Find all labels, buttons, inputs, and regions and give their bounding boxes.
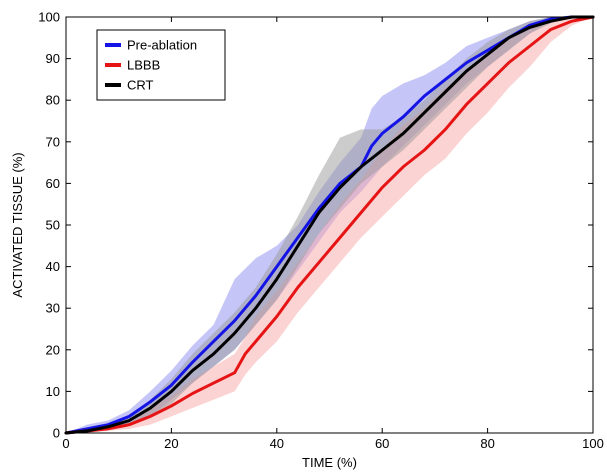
y-tick-label: 40: [46, 259, 60, 274]
band-lbbb: [66, 17, 593, 433]
series-lines: [64, 15, 595, 435]
y-tick-label: 80: [46, 93, 60, 108]
y-tick-label: 10: [46, 384, 60, 399]
x-tick-label: 20: [164, 436, 178, 451]
series-line-lbbb: [64, 15, 595, 435]
y-tick-label: 100: [38, 10, 60, 25]
confidence-bands: [66, 17, 593, 433]
legend-label: Pre-ablation: [127, 38, 197, 53]
y-axis-label: ACTIVATED TISSUE (%): [10, 152, 25, 297]
x-tick-label: 0: [62, 436, 69, 451]
y-tick-label: 60: [46, 176, 60, 191]
y-tick-label: 30: [46, 301, 60, 316]
series-line-crt: [64, 15, 595, 435]
x-axis-label: TIME (%): [302, 455, 357, 470]
y-tick-label: 70: [46, 134, 60, 149]
y-tick-label: 0: [53, 426, 60, 441]
x-tick-label: 40: [270, 436, 284, 451]
axis-ticks: 0 20 40 60 80 100 0 10 20 30 40 50 60 70 80 90 100: [38, 10, 604, 452]
legend-label: LBBB: [127, 58, 160, 73]
x-tick-label: 100: [582, 436, 604, 451]
x-tick-label: 60: [375, 436, 389, 451]
y-tick-label: 50: [46, 218, 60, 233]
legend: Pre-ablation LBBB CRT: [96, 29, 226, 101]
x-tick-label: 80: [480, 436, 494, 451]
legend-label: CRT: [127, 78, 154, 93]
y-tick-label: 90: [46, 51, 60, 66]
y-tick-label: 20: [46, 342, 60, 357]
